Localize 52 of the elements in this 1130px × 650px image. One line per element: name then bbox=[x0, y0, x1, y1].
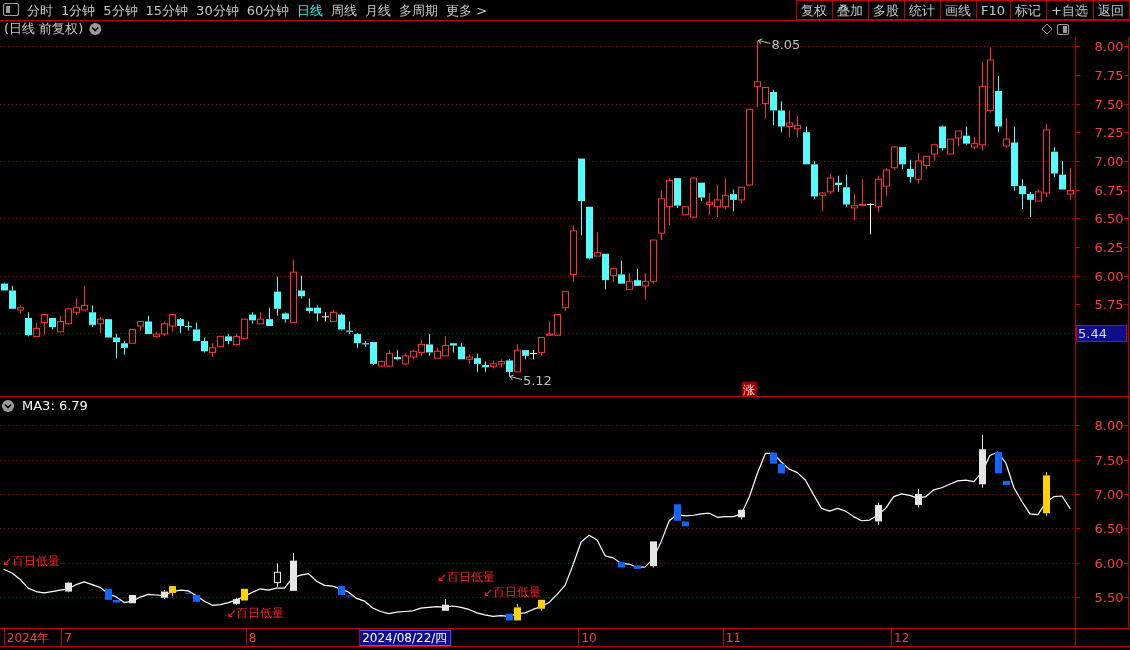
category-label: 5分钟 bbox=[103, 3, 138, 18]
text: 标记 bbox=[1014, 3, 1041, 18]
text: F10 bbox=[980, 3, 1006, 18]
category-label: 60分钟 bbox=[246, 3, 290, 18]
y-tick-label: 6.00 bbox=[1094, 269, 1124, 284]
category-label: 分时 bbox=[27, 3, 53, 18]
category-label: 30分钟 bbox=[196, 3, 239, 18]
y-tick-label: 8.00 bbox=[1094, 418, 1124, 433]
y-tick-label: 6.50 bbox=[1094, 211, 1124, 226]
text: 多股 bbox=[873, 3, 899, 18]
text: MA3: 6.79 bbox=[22, 398, 88, 413]
chart-title: (日线 前复权) bbox=[4, 21, 84, 36]
data-label: ↙百日低量 bbox=[226, 605, 285, 620]
text: 8.05 bbox=[771, 36, 801, 52]
category-label: 1分钟 bbox=[61, 3, 96, 18]
x-tick-label: 11 bbox=[725, 631, 742, 645]
category-label: 日线 bbox=[297, 3, 324, 18]
text: 5.12 bbox=[522, 373, 552, 388]
y-tick-label: 7.50 bbox=[1094, 97, 1124, 112]
y-tick-label: 5.75 bbox=[1094, 297, 1124, 312]
category-label: 更多 > bbox=[446, 3, 488, 18]
data-label: ↙百日低量 bbox=[482, 584, 541, 599]
text: 画线 bbox=[945, 3, 971, 18]
y-tick-label: 6.75 bbox=[1094, 183, 1124, 198]
data-label: ↙百日低量 bbox=[2, 553, 61, 568]
x-tick-label: 7 bbox=[64, 631, 72, 645]
x-tick-label: 10 bbox=[581, 631, 597, 645]
text: 叠加 bbox=[837, 3, 863, 18]
category-label: 15分钟 bbox=[145, 3, 189, 18]
x-tick-label: 2024/08/22/四 bbox=[362, 631, 448, 645]
data-label: ↙百日低量 bbox=[436, 570, 495, 585]
text: +自选 bbox=[1051, 3, 1088, 18]
y-tick-label: 7.25 bbox=[1094, 125, 1124, 140]
x-tick-label: 8 bbox=[248, 631, 257, 645]
y-tick-label: 7.00 bbox=[1094, 154, 1124, 169]
text: 统计 bbox=[909, 3, 935, 18]
text: 返回 bbox=[1098, 3, 1124, 18]
x-tick-label: 12 bbox=[894, 631, 910, 645]
y-tick-label: 6.25 bbox=[1094, 240, 1124, 255]
y-tick-label: 6.50 bbox=[1094, 521, 1124, 536]
category-label: 周线 bbox=[331, 3, 358, 18]
text: 5.44 bbox=[1078, 326, 1107, 341]
x-tick-label: 2024年 bbox=[6, 631, 50, 645]
category-label: 月线 bbox=[365, 3, 392, 18]
y-tick-label: 5.50 bbox=[1094, 590, 1124, 605]
y-tick-label: 6.00 bbox=[1094, 556, 1124, 571]
text: 复权 bbox=[801, 3, 827, 18]
y-tick-label: 7.00 bbox=[1094, 487, 1124, 502]
category-label: 多周期 bbox=[399, 3, 439, 18]
y-tick-label: 7.75 bbox=[1094, 68, 1124, 83]
y-tick-label: 8.00 bbox=[1094, 39, 1124, 54]
y-tick-label: 7.50 bbox=[1094, 453, 1124, 468]
